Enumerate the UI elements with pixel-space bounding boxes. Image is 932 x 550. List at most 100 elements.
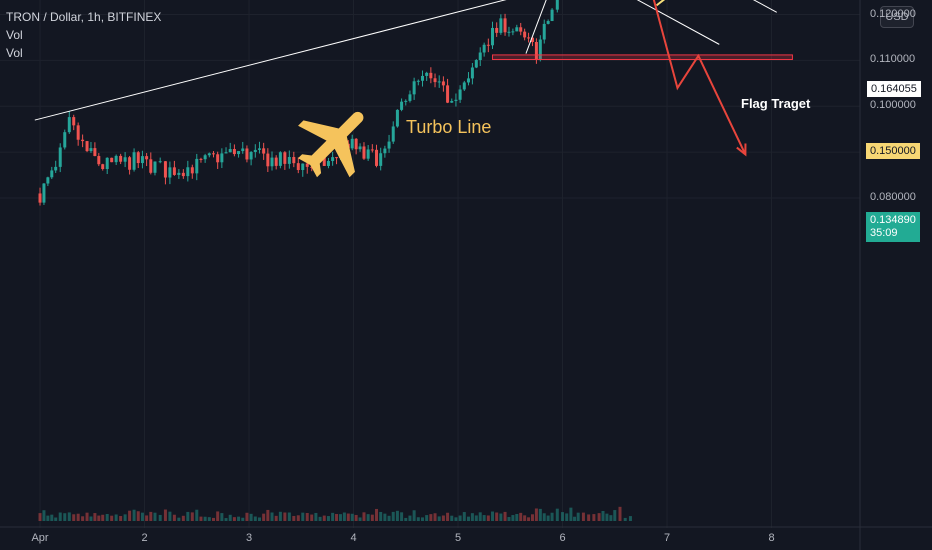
candle-body bbox=[63, 132, 67, 148]
candle-body bbox=[228, 149, 232, 153]
volume-bar bbox=[454, 517, 458, 521]
candle-body bbox=[511, 31, 515, 33]
volume-bar bbox=[441, 515, 445, 521]
candle-body bbox=[177, 172, 181, 175]
last-price-value: 0.134890 bbox=[870, 214, 916, 226]
volume-indicator-label-2[interactable]: Vol bbox=[6, 46, 23, 60]
candle-body bbox=[81, 139, 85, 142]
volume-bar bbox=[412, 510, 416, 521]
volume-bar bbox=[153, 512, 157, 521]
y-tick-label: 0.120000 bbox=[870, 7, 916, 20]
volume-bar bbox=[458, 515, 462, 521]
candle-body bbox=[534, 42, 538, 60]
candle-body bbox=[50, 170, 54, 178]
volume-bar bbox=[530, 514, 534, 521]
volume-bar bbox=[561, 512, 565, 521]
x-tick-label: 5 bbox=[455, 532, 461, 544]
volume-bar bbox=[555, 508, 559, 521]
trend-line bbox=[34, 0, 507, 121]
candle-body bbox=[503, 18, 507, 33]
volume-bar bbox=[429, 514, 433, 521]
volume-bar bbox=[232, 517, 236, 521]
candle-body bbox=[89, 148, 93, 152]
volume-bar bbox=[542, 513, 546, 521]
candle-body bbox=[530, 37, 534, 43]
candle-body bbox=[322, 155, 326, 166]
volume-bar bbox=[190, 512, 194, 521]
airplane-icon bbox=[298, 111, 364, 178]
candle-body bbox=[383, 148, 387, 154]
chart-drawings bbox=[34, 0, 793, 157]
candle-body bbox=[507, 31, 511, 33]
candle-body bbox=[101, 164, 105, 170]
candle-body bbox=[354, 138, 358, 150]
volume-bar bbox=[199, 516, 203, 521]
volume-bar bbox=[466, 516, 470, 521]
volume-bar bbox=[623, 517, 627, 521]
volume-bar bbox=[89, 516, 93, 521]
volume-bar bbox=[420, 517, 424, 521]
volume-bar bbox=[81, 516, 85, 521]
volume-bar bbox=[534, 508, 538, 521]
volume-bar bbox=[486, 515, 490, 521]
candle-body bbox=[491, 27, 495, 46]
support-zone bbox=[492, 54, 793, 61]
candle-body bbox=[482, 44, 486, 53]
candle-body bbox=[519, 27, 523, 32]
volume-bar bbox=[576, 512, 580, 521]
volume-bar bbox=[609, 515, 613, 521]
bar-countdown: 35:09 bbox=[870, 227, 898, 239]
x-tick-label: 3 bbox=[246, 532, 252, 544]
candle-body bbox=[420, 75, 424, 81]
candle-body bbox=[283, 152, 287, 164]
volume-bar bbox=[391, 511, 395, 521]
candle-body bbox=[207, 153, 211, 156]
candle-body bbox=[408, 94, 412, 101]
volume-bar bbox=[628, 516, 632, 521]
candle-body bbox=[292, 157, 296, 164]
candle-body bbox=[412, 81, 416, 95]
candle-body bbox=[110, 157, 114, 163]
volume-bar bbox=[63, 513, 67, 521]
candle-body bbox=[42, 183, 46, 203]
candle-body bbox=[546, 21, 550, 24]
candle-body bbox=[140, 156, 144, 164]
volume-bar bbox=[207, 517, 211, 521]
volume-bar bbox=[67, 512, 71, 521]
candlestick-series bbox=[38, 0, 559, 206]
candle-body bbox=[149, 159, 153, 173]
volume-bar bbox=[249, 513, 253, 521]
volume-bar bbox=[482, 515, 486, 521]
volume-bar bbox=[370, 514, 374, 521]
volume-bar bbox=[326, 516, 330, 521]
candle-body bbox=[253, 149, 257, 152]
volume-bar bbox=[366, 514, 370, 521]
candle-body bbox=[105, 157, 109, 170]
volume-bar bbox=[331, 512, 335, 521]
volume-bar bbox=[278, 511, 282, 521]
volume-indicator-label[interactable]: Vol bbox=[6, 28, 23, 42]
currency-button[interactable]: USD bbox=[880, 6, 914, 28]
candle-body bbox=[274, 157, 278, 166]
candle-body bbox=[326, 161, 330, 166]
symbol-title[interactable]: TRON / Dollar, 1h, BITFINEX bbox=[6, 10, 162, 24]
candle-body bbox=[241, 148, 245, 152]
volume-bar bbox=[346, 513, 350, 521]
volume-bar bbox=[186, 511, 190, 521]
candle-body bbox=[395, 109, 399, 127]
candle-body bbox=[437, 81, 441, 83]
candle-body bbox=[203, 155, 207, 160]
flag-lower-line bbox=[636, 0, 720, 45]
volume-bar bbox=[110, 515, 114, 521]
candle-body bbox=[515, 27, 519, 32]
volume-bar bbox=[114, 514, 118, 521]
candle-body bbox=[450, 100, 454, 103]
candle-body bbox=[72, 117, 76, 126]
volume-bar bbox=[220, 513, 224, 521]
flag-upper-line bbox=[752, 0, 777, 13]
volume-bar bbox=[177, 517, 181, 521]
volume-bar bbox=[195, 509, 199, 521]
candle-body bbox=[362, 146, 366, 159]
volume-bar bbox=[128, 510, 132, 521]
